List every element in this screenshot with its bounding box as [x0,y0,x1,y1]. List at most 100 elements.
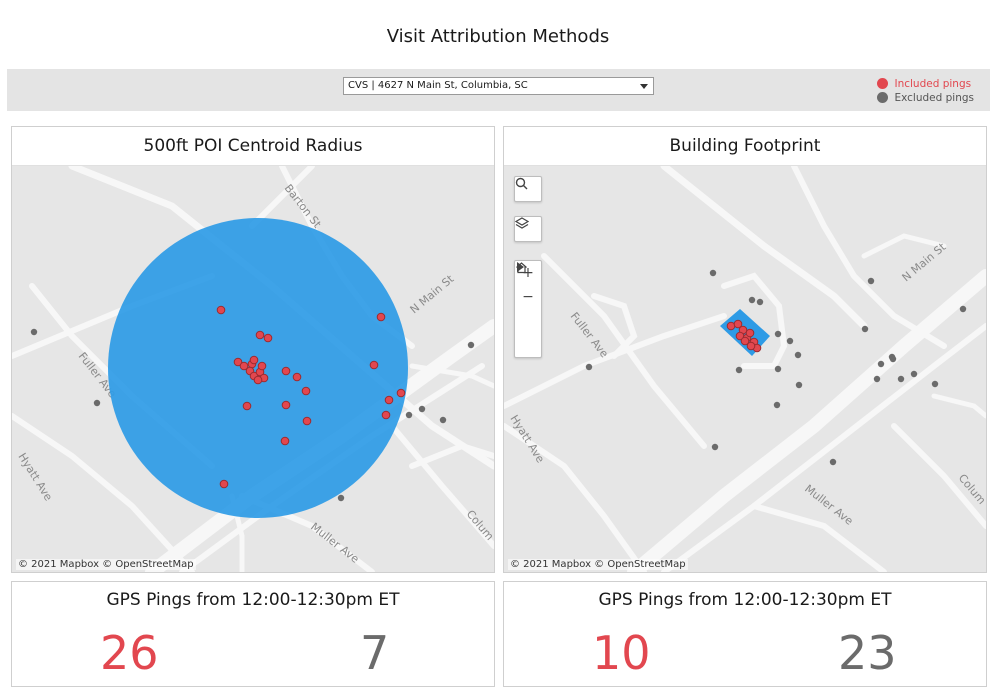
excluded-ping [405,411,413,419]
included-ping [253,375,263,385]
poi-radius-circle [108,218,408,518]
footprint-stats-panel: GPS Pings from 12:00-12:30pm ET 10 23 [503,581,987,687]
street-label-colum-2: Colum [956,472,986,507]
included-ping [381,410,391,420]
included-ping [257,361,267,371]
excluded-ping [795,381,803,389]
included-ping [292,372,302,382]
zoom-out-icon[interactable]: − [522,289,534,305]
included-ping [263,333,273,343]
excluded-ping [93,399,101,407]
excluded-ping [897,375,905,383]
footprint-map[interactable]: N Main St Fuller Ave Hyatt Ave Muller Av… [504,166,986,572]
excluded-ping [829,458,837,466]
excluded-ping [959,305,967,313]
included-ping [726,321,736,331]
excluded-ping [30,328,38,336]
radius-map[interactable]: Barton St N Main St Fuller Ave Hyatt Ave… [12,166,494,572]
footprint-excluded-count: 23 [838,626,897,680]
footprint-included-count: 10 [592,626,651,680]
radius-panel-title: 500ft POI Centroid Radius [12,127,494,166]
included-ping [745,328,755,338]
location-select-value: CVS | 4627 N Main St, Columbia, SC [348,80,528,91]
radius-excluded-count: 7 [360,626,390,680]
excluded-ping [794,351,802,359]
excluded-ping [877,360,885,368]
excluded-ping [889,355,897,363]
legend: Included pings Excluded pings [877,77,974,105]
street-label-colum: Colum [464,508,494,543]
excluded-ping [735,366,743,374]
excluded-ping [711,443,719,451]
footprint-map-panel: Building Footprint N Main St [503,126,987,573]
radius-included-count: 26 [100,626,159,680]
excluded-ping [418,405,426,413]
legend-item-excluded: Excluded pings [877,91,974,104]
map-attribution: © 2021 Mapbox © OpenStreetMap [16,559,196,570]
excluded-ping [585,363,593,371]
excluded-ping [439,416,447,424]
excluded-ping [773,401,781,409]
included-ping [280,436,290,446]
radius-map-panel: 500ft POI Centroid Radius Barton St N [11,126,495,573]
play-icon[interactable] [515,262,541,357]
zoom-in-icon[interactable]: + [522,265,534,281]
included-ping [239,361,249,371]
included-ping [219,479,229,489]
street-network-2 [504,166,986,572]
street-label-main-2: N Main St [900,240,949,284]
legend-label-excluded: Excluded pings [894,91,974,104]
street-label-main: N Main St [408,272,457,316]
map-zoom-controls[interactable]: + − [514,260,542,358]
left-pings [30,305,475,502]
excluded-ping [910,370,918,378]
footprint-panel-title: Building Footprint [504,127,986,166]
map-layers-control[interactable] [514,216,542,242]
excluded-ping [873,375,881,383]
location-select[interactable]: CVS | 4627 N Main St, Columbia, SC [343,77,654,95]
included-ping [746,341,756,351]
radius-map-canvas: Barton St N Main St Fuller Ave Hyatt Ave… [12,166,494,572]
excluded-ping [467,341,475,349]
excluded-ping [709,269,717,277]
radius-stats-title: GPS Pings from 12:00-12:30pm ET [106,590,400,610]
legend-label-included: Included pings [894,77,972,90]
included-ping [369,360,379,370]
footprint-map-canvas: N Main St Fuller Ave Hyatt Ave Muller Av… [504,166,986,572]
footprint-stats-title: GPS Pings from 12:00-12:30pm ET [598,590,892,610]
included-ping [740,336,750,346]
excluded-ping [774,330,782,338]
excluded-ping [867,277,875,285]
included-ping [242,401,252,411]
included-ping [376,312,386,322]
street-label-hyatt: Hyatt Ave [15,451,55,504]
included-ping [301,386,311,396]
home-icon[interactable] [515,262,541,333]
included-ping [733,319,743,329]
excluded-ping [756,298,764,306]
map-search-control[interactable] [514,176,542,202]
excluded-ping [774,365,782,373]
excluded-dot-icon [877,92,889,103]
included-ping [216,305,226,315]
included-ping [384,395,394,405]
search-icon[interactable] [515,177,541,201]
layers-icon[interactable] [515,217,541,241]
included-ping [396,388,406,398]
right-pings [585,269,967,466]
page-title: Visit Attribution Methods [386,26,610,47]
included-ping [281,400,291,410]
included-ping [255,330,265,340]
excluded-ping [748,296,756,304]
legend-item-included: Included pings [877,77,974,90]
map-attribution-2: © 2021 Mapbox © OpenStreetMap [508,559,688,570]
included-ping [302,416,312,426]
radius-stats-panel: GPS Pings from 12:00-12:30pm ET 26 7 [11,581,495,687]
included-ping [281,366,291,376]
excluded-ping [861,325,869,333]
filter-bar: CVS | 4627 N Main St, Columbia, SC Inclu… [7,69,990,111]
street-label-muller: Muller Ave [308,520,362,566]
chevron-down-icon[interactable] [640,84,648,89]
included-dot-icon [877,78,889,89]
included-ping [233,357,243,367]
